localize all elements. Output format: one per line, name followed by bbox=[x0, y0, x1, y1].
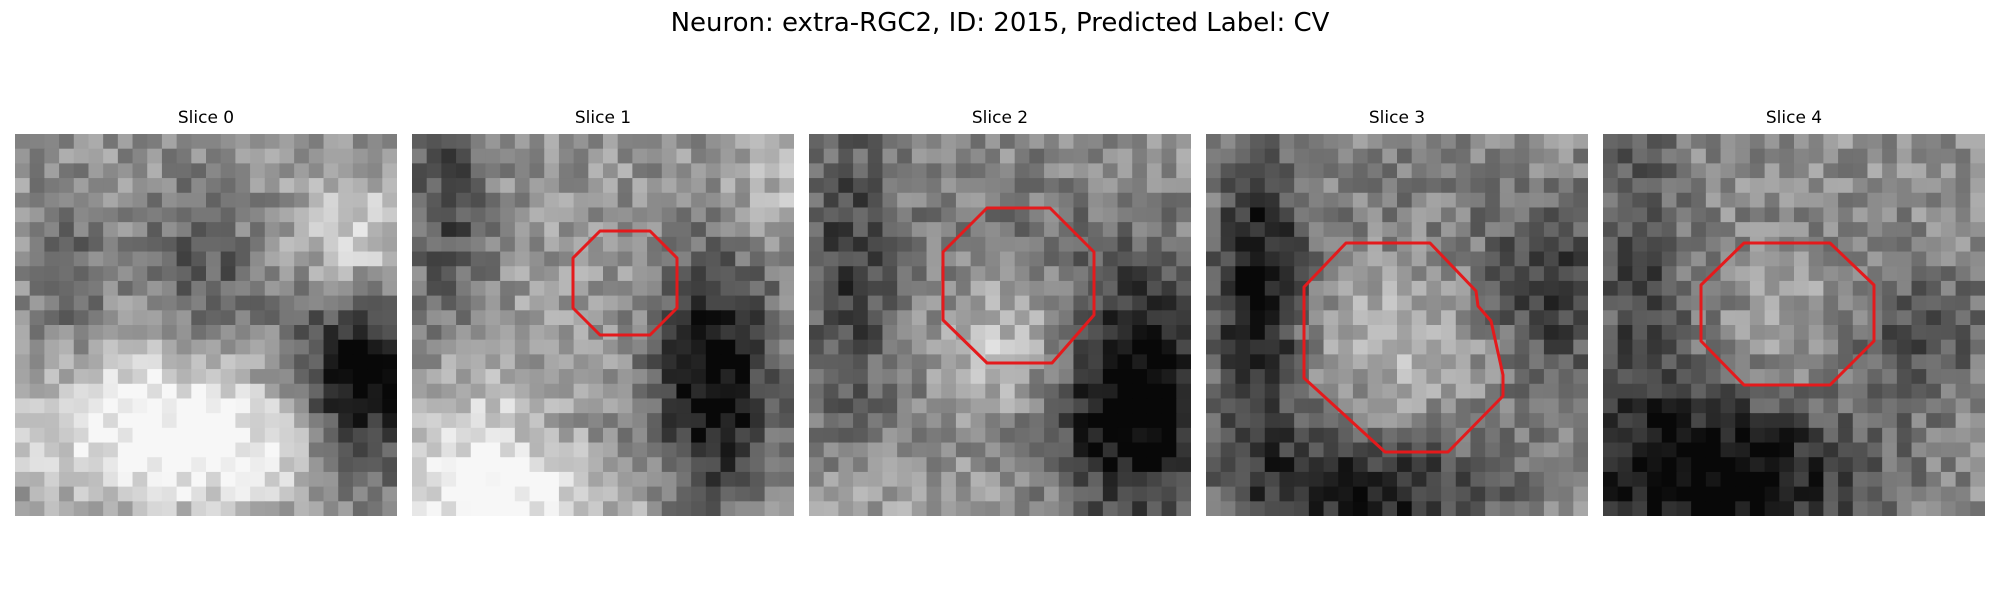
slice-image bbox=[15, 134, 397, 516]
slice-panel: Slice 3 bbox=[1206, 108, 1588, 518]
slice-image bbox=[809, 134, 1191, 516]
slice-image bbox=[1206, 134, 1588, 516]
panel-title: Slice 4 bbox=[1765, 108, 1823, 128]
contour-outline bbox=[941, 206, 1096, 365]
panel-title: Slice 1 bbox=[574, 108, 632, 128]
panel-title: Slice 3 bbox=[1368, 108, 1426, 128]
slice-panel: Slice 4 bbox=[1603, 108, 1985, 518]
slice-image bbox=[1603, 134, 1985, 516]
contour-outline bbox=[571, 229, 679, 337]
contour-outline bbox=[1699, 241, 1876, 387]
panel-title: Slice 0 bbox=[177, 108, 235, 128]
slice-image bbox=[412, 134, 794, 516]
slice-panel: Slice 0 bbox=[15, 108, 397, 518]
slice-panel: Slice 2 bbox=[809, 108, 1191, 518]
slice-panel: Slice 1 bbox=[412, 108, 794, 518]
panel-title: Slice 2 bbox=[971, 108, 1029, 128]
contour-outline bbox=[1302, 241, 1505, 454]
figure-title: Neuron: extra-RGC2, ID: 2015, Predicted … bbox=[670, 8, 1330, 38]
